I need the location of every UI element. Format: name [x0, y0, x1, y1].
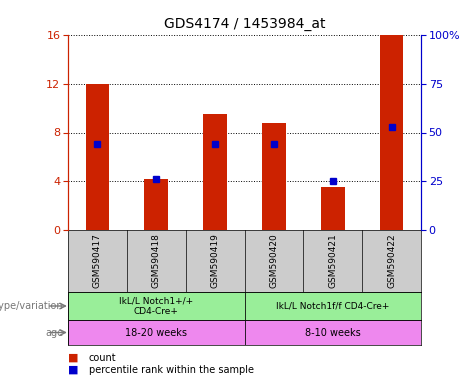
Text: count: count: [89, 353, 116, 363]
Text: GSM590420: GSM590420: [269, 233, 278, 288]
Bar: [244, 320, 421, 345]
Bar: [244, 292, 421, 320]
Text: GSM590418: GSM590418: [152, 233, 161, 288]
Text: GSM590417: GSM590417: [93, 233, 102, 288]
Text: GSM590422: GSM590422: [387, 234, 396, 288]
Bar: [203, 114, 227, 230]
Text: age: age: [45, 328, 63, 338]
Text: ■: ■: [68, 365, 78, 375]
Bar: [68, 320, 244, 345]
Bar: [68, 292, 244, 320]
Text: percentile rank within the sample: percentile rank within the sample: [89, 365, 254, 375]
Text: 18-20 weeks: 18-20 weeks: [125, 328, 187, 338]
Title: GDS4174 / 1453984_at: GDS4174 / 1453984_at: [164, 17, 325, 31]
Text: 8-10 weeks: 8-10 weeks: [305, 328, 361, 338]
Text: IkL/L Notch1f/f CD4-Cre+: IkL/L Notch1f/f CD4-Cre+: [276, 301, 390, 311]
Bar: [144, 179, 168, 230]
Bar: [86, 84, 109, 230]
Bar: [262, 123, 286, 230]
Text: IkL/L Notch1+/+
CD4-Cre+: IkL/L Notch1+/+ CD4-Cre+: [119, 296, 193, 316]
Text: GSM590419: GSM590419: [211, 233, 219, 288]
Text: genotype/variation: genotype/variation: [0, 301, 63, 311]
Bar: [321, 187, 344, 230]
Text: GSM590421: GSM590421: [328, 233, 337, 288]
Bar: [380, 35, 403, 230]
Text: ■: ■: [68, 353, 78, 363]
